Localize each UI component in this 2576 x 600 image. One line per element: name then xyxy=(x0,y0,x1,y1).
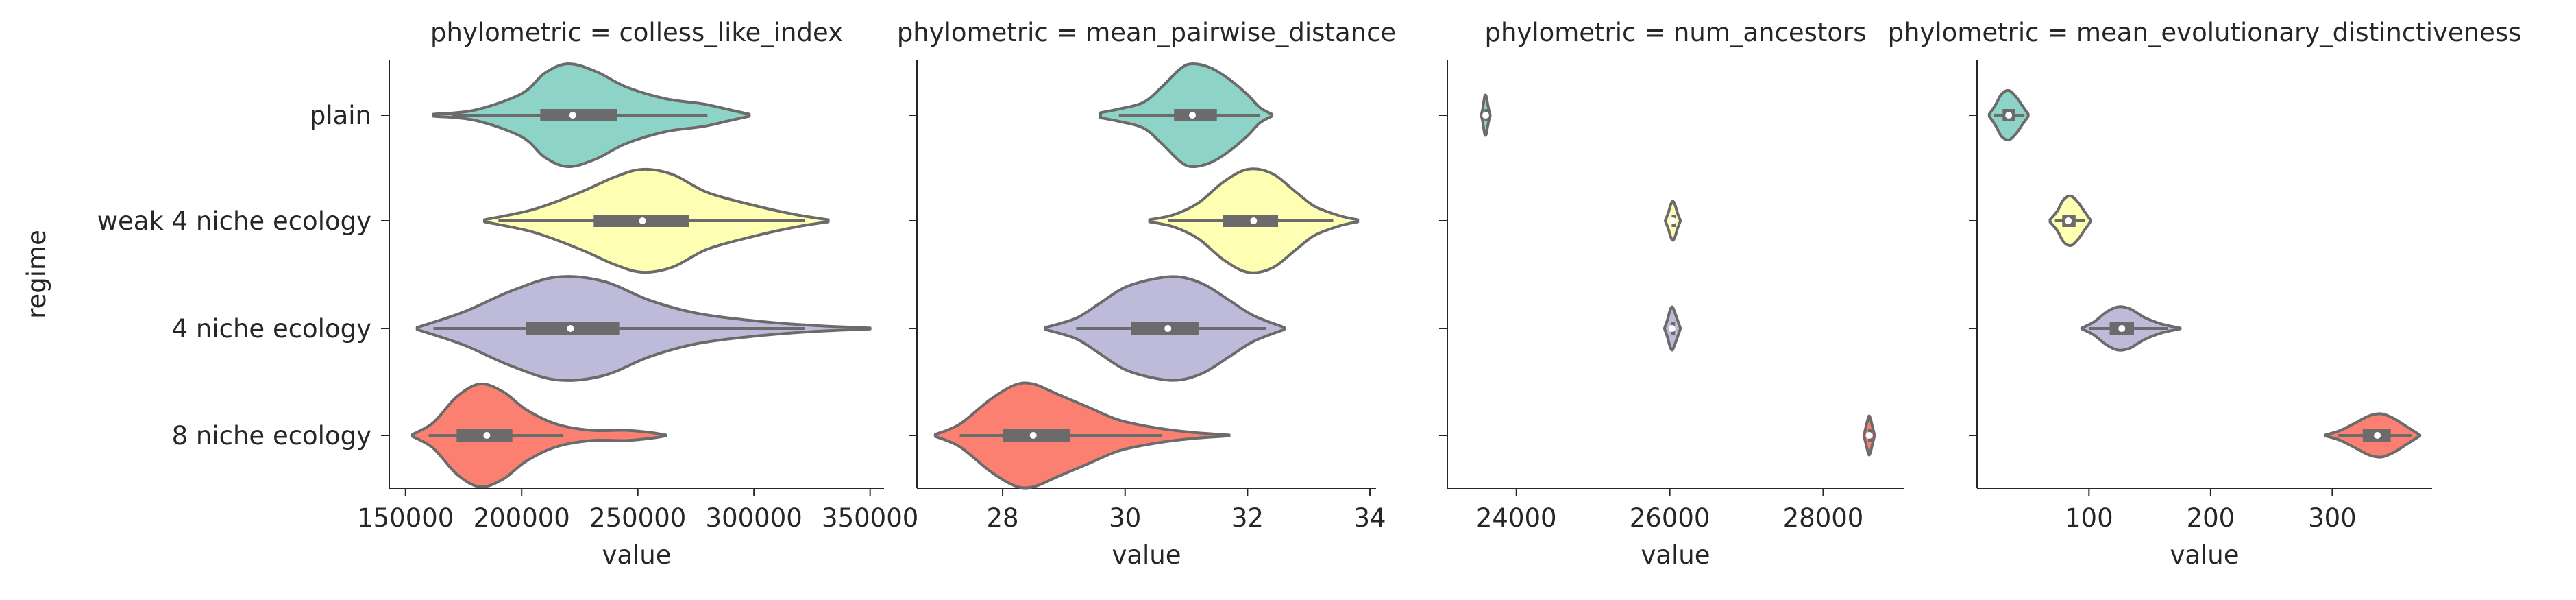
x-tick-label: 250000 xyxy=(589,503,686,533)
x-tick-label: 200 xyxy=(2187,503,2235,533)
x-tick-label: 300 xyxy=(2308,503,2357,533)
y-tick-label: weak 4 niche ecology xyxy=(97,206,371,236)
violin-median-point xyxy=(2065,217,2072,224)
violin-median-point xyxy=(567,325,574,332)
x-tick-label: 34 xyxy=(1354,503,1386,533)
violin-median-point xyxy=(569,112,576,119)
panel-title: phylometric = colless_like_index xyxy=(430,18,843,47)
x-tick-label: 300000 xyxy=(706,503,802,533)
x-tick-label: 26000 xyxy=(1630,503,1710,533)
violin-median-point xyxy=(639,217,646,224)
panel-title: phylometric = mean_pairwise_distance xyxy=(897,18,1396,47)
y-tick-label: 8 niche ecology xyxy=(172,421,371,451)
violin-median-point xyxy=(2374,432,2381,439)
panel-title: phylometric = num_ancestors xyxy=(1484,18,1866,47)
violin-median-point xyxy=(1668,325,1676,332)
x-tick-label: 32 xyxy=(1231,503,1264,533)
x-axis-label: value xyxy=(2170,540,2239,570)
y-tick-label: plain xyxy=(310,101,371,130)
violin-median-point xyxy=(1865,432,1873,439)
violin-median-point xyxy=(483,432,491,439)
violin-median-point xyxy=(2005,112,2013,119)
y-tick-label: 4 niche ecology xyxy=(172,314,371,344)
violin-median-point xyxy=(1482,112,1489,119)
x-tick-label: 30 xyxy=(1109,503,1141,533)
violin-median-point xyxy=(1189,112,1196,119)
violin-median-point xyxy=(1669,217,1677,224)
x-axis-label: value xyxy=(602,540,671,570)
x-tick-label: 200000 xyxy=(474,503,570,533)
x-axis-label: value xyxy=(1641,540,1710,570)
violin-median-point xyxy=(1250,217,1258,224)
x-tick-label: 28000 xyxy=(1783,503,1864,533)
y-axis-label: regime xyxy=(22,230,51,319)
violin-iqr-box xyxy=(540,109,617,121)
panel-title: phylometric = mean_evolutionary_distinct… xyxy=(1888,18,2522,47)
x-axis-label: value xyxy=(1112,540,1181,570)
x-tick-label: 350000 xyxy=(822,503,918,533)
violin-median-point xyxy=(1029,432,1037,439)
violin-median-point xyxy=(2118,325,2126,332)
x-tick-label: 100 xyxy=(2065,503,2113,533)
violin-median-point xyxy=(1164,325,1172,332)
x-tick-label: 150000 xyxy=(357,503,454,533)
x-tick-label: 28 xyxy=(987,503,1019,533)
x-tick-label: 24000 xyxy=(1476,503,1557,533)
